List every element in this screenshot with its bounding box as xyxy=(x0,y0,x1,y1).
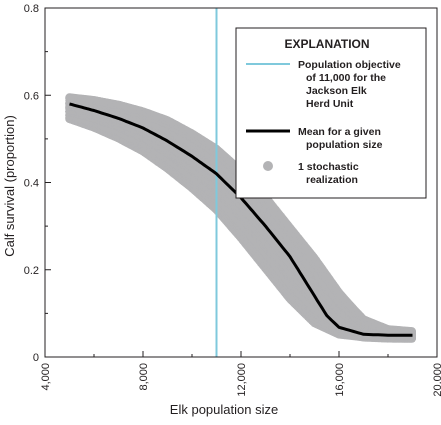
stochastic-realizations xyxy=(65,93,416,343)
